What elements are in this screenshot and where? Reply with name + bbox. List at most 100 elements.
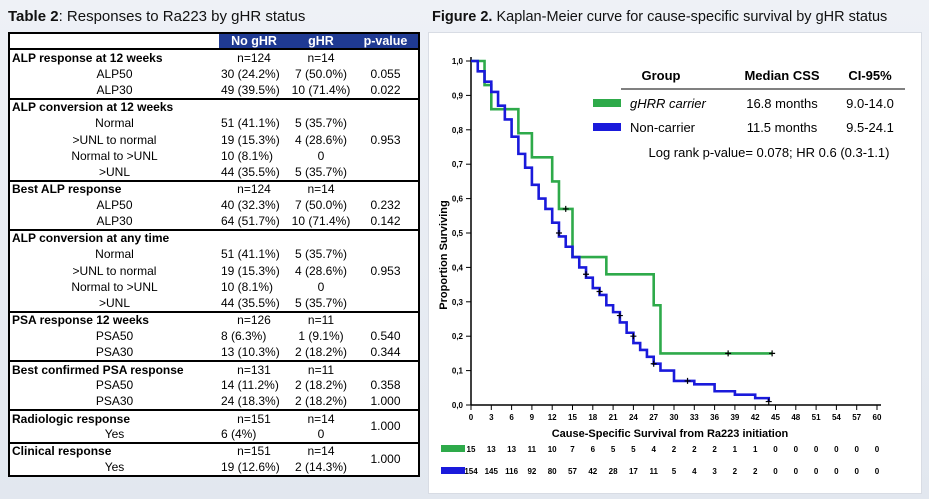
table-header-row: No gHR gHR p-value: [9, 33, 419, 50]
row-ghr: 0: [317, 280, 325, 295]
y-tick-label: 0,3: [452, 298, 464, 307]
table-row: PSA50 8 (6.3%) 1 (9.1%) 0.540: [9, 328, 419, 344]
curves-layer: [471, 59, 776, 405]
x-tick-label: 0: [469, 413, 474, 422]
censor-mark: [596, 288, 603, 295]
row-no-ghr: 19 (12.6%): [221, 459, 280, 474]
table-row: ALP50 30 (24.2%) 7 (50.0%) 0.055: [9, 66, 419, 82]
figure-title-text: Kaplan-Meier curve for cause-specific su…: [492, 9, 888, 25]
table-title-text: : Responses to Ra223 by gHR status: [58, 8, 306, 25]
censor-mark: [769, 350, 776, 357]
row-ghr: 0: [317, 148, 325, 163]
row-p-value: 0.022: [370, 82, 401, 97]
risk-value: 0: [794, 467, 799, 476]
row-p-value: [353, 279, 419, 295]
group-p-value: 1.000: [353, 408, 419, 443]
group-n-no-ghr: n=124: [219, 48, 289, 66]
row-p-value: 0.953: [370, 132, 401, 147]
row-no-ghr: 6 (4%): [221, 427, 257, 442]
group-header-row: Clinical response n=151 n=14 1.000: [9, 441, 419, 476]
group-title: Radiologic response: [9, 408, 219, 427]
row-no-ghr: 51 (41.1%): [221, 247, 280, 262]
row-label: ALP30: [96, 82, 133, 97]
risk-value: 57: [568, 467, 577, 476]
risk-value: 4: [692, 467, 697, 476]
table-row: >UNL 44 (35.5%) 5 (35.7%): [9, 164, 419, 180]
legend-swatch-carrier: [593, 99, 621, 107]
risk-value: 0: [834, 445, 839, 454]
y-tick-label: 0,2: [452, 332, 464, 341]
group-title: Clinical response: [9, 441, 219, 460]
risk-value: 154: [464, 467, 478, 476]
risk-value: 5: [672, 467, 677, 476]
legend-ci-carrier: 9.0-14.0: [846, 96, 894, 111]
figure-title-bold: Figure 2.: [432, 9, 493, 25]
row-label: >UNL to normal: [72, 132, 157, 147]
group-n-ghr: n=14: [289, 441, 353, 460]
group-p-value: [353, 48, 419, 66]
row-no-ghr: 19 (15.3%): [221, 132, 280, 147]
x-tick-label: 36: [710, 413, 719, 422]
group-n-no-ghr: n=124: [219, 179, 289, 197]
row-no-ghr: 49 (39.5%): [221, 82, 280, 97]
risk-value: 6: [591, 445, 596, 454]
group-p-value: 1.000: [353, 441, 419, 476]
x-tick-label: 15: [568, 413, 577, 422]
group-p-value: [353, 97, 419, 115]
legend-logrank-note: Log rank p-value= 0.078; HR 0.6 (0.3-1.1…: [648, 145, 889, 160]
row-ghr: 2 (14.3%): [294, 459, 348, 474]
table-row: >UNL to normal 19 (15.3%) 4 (28.6%) 0.953: [9, 131, 419, 147]
row-no-ghr: 40 (32.3%): [221, 198, 280, 213]
risk-value: 5: [631, 445, 636, 454]
risk-value: 4: [651, 445, 656, 454]
row-no-ghr: 44 (35.5%): [221, 164, 280, 179]
y-tick-label: 0,6: [452, 195, 464, 204]
risk-value: 13: [487, 445, 496, 454]
group-n-no-ghr: [219, 228, 289, 247]
row-no-ghr: 10 (8.1%): [221, 280, 274, 295]
x-tick-label: 9: [530, 413, 535, 422]
x-tick-label: 39: [730, 413, 739, 422]
risk-value: 1: [753, 445, 758, 454]
row-p-value: [353, 115, 419, 131]
row-ghr: 0: [317, 427, 325, 442]
table-row: Yes 6 (4%) 0: [9, 426, 419, 442]
row-no-ghr: 24 (18.3%): [221, 394, 280, 409]
risk-value: 2: [753, 467, 758, 476]
figure-box: 0,0 0,1 0,2 0,3 0,4 0,5 0,6 0,7 0,8 0,9 1,0 0 3 6 9 12 1…: [428, 32, 922, 494]
row-ghr: 7 (50.0%): [294, 66, 348, 81]
row-p-value: [353, 295, 419, 311]
censor-mark: [765, 398, 772, 405]
row-p-value: 0.142: [370, 213, 401, 228]
row-no-ghr: 51 (41.1%): [221, 116, 280, 131]
row-no-ghr: 44 (35.5%): [221, 295, 280, 310]
legend-group-carrier: gHRR carrier: [630, 96, 707, 111]
y-tick-label: 0,0: [452, 401, 464, 410]
group-header-row: Best ALP response n=124 n=14: [9, 179, 419, 197]
row-p-value: 0.055: [370, 66, 401, 81]
group-header-row: ALP conversion at 12 weeks: [9, 97, 419, 115]
x-tick-label: 12: [548, 413, 557, 422]
x-tick-label: 21: [609, 413, 618, 422]
risk-value: 28: [609, 467, 618, 476]
group-n-ghr: [289, 228, 353, 247]
x-tick-label: 48: [791, 413, 800, 422]
legend-group-noncarrier: Non-carrier: [630, 120, 696, 135]
header-ghr: gHR: [289, 33, 353, 50]
censor-mark: [583, 271, 590, 278]
group-header-row: PSA response 12 weeks n=126 n=11: [9, 310, 419, 329]
risk-value: 42: [588, 467, 597, 476]
risk-swatch-noncarrier: [441, 467, 465, 474]
risk-value: 0: [854, 467, 859, 476]
censor-mark: [684, 377, 691, 384]
y-tick-label: 0,9: [452, 91, 464, 100]
row-ghr: 4 (28.6%): [294, 263, 348, 278]
row-ghr: 5 (35.7%): [294, 247, 348, 262]
y-tick-label: 0,7: [452, 160, 464, 169]
x-tick-label: 60: [873, 413, 882, 422]
row-p-value: 1.000: [370, 394, 401, 409]
row-label: ALP50: [96, 198, 133, 213]
row-label: ALP50: [96, 66, 133, 81]
legend-header-group: Group: [642, 68, 681, 83]
risk-value: 0: [773, 467, 778, 476]
